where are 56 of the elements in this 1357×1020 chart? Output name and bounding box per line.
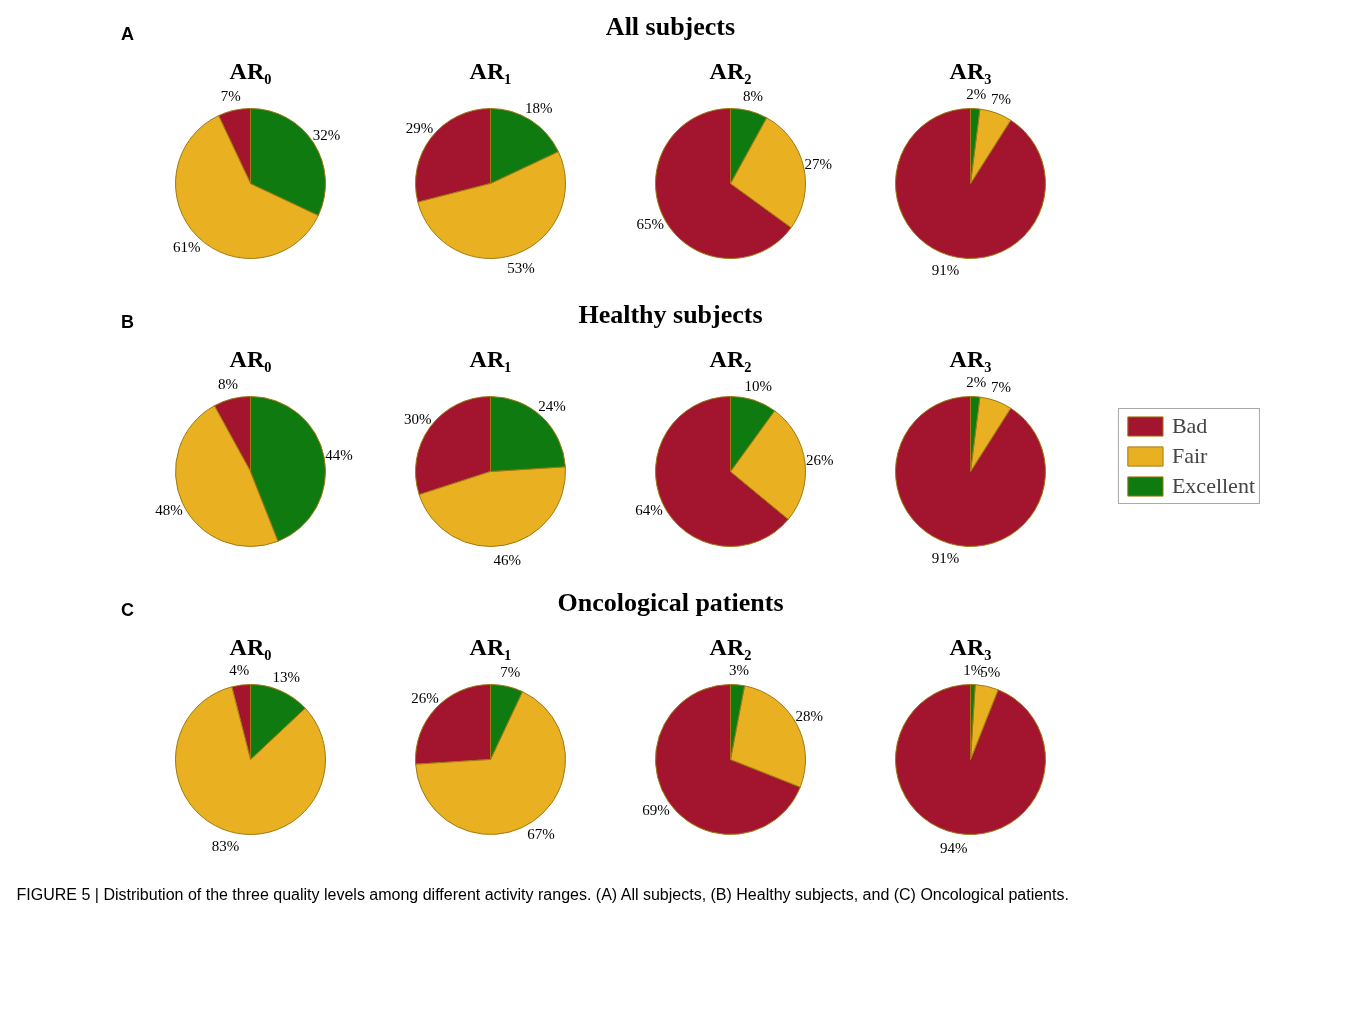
caption: FIGURE 5 | Distribution of the three quality levels among different activity ranges. (A) All subjects, (B) Healthy subjects, and (C) Oncological patients.: [16, 886, 1069, 903]
data-label: 61%: [173, 239, 201, 256]
chart-title: AR₂: [709, 346, 752, 372]
text: All subjects: [605, 12, 736, 42]
chart-title: AR₀: [229, 346, 272, 372]
data-label: 30%: [403, 410, 432, 427]
data-label: 32%: [312, 127, 341, 144]
text: Healthy subjects: [578, 300, 763, 330]
data-label: 13%: [272, 668, 300, 685]
data-label: 29%: [405, 120, 434, 137]
text: A: [121, 24, 135, 45]
data-label: 91%: [931, 261, 960, 278]
data-label: 26%: [806, 452, 834, 469]
data-label: 7%: [220, 87, 241, 104]
text: Oncological patients: [557, 588, 784, 618]
chart-title: AR₂: [709, 634, 752, 660]
data-label: 27%: [804, 155, 833, 172]
data-label: 69%: [642, 802, 670, 819]
data-label: 91%: [931, 549, 960, 566]
chart-title: AR₁: [469, 634, 512, 660]
data-label: 3%: [728, 661, 749, 678]
data-label: 26%: [411, 689, 439, 706]
data-label: 8%: [742, 88, 763, 105]
text: B: [121, 312, 135, 333]
data-label: 46%: [493, 551, 522, 568]
data-label: 2%: [966, 373, 987, 390]
text: C: [121, 600, 135, 621]
data-label: 4%: [229, 662, 250, 679]
chart-title: AR₀: [229, 58, 272, 84]
data-label: 7%: [990, 90, 1011, 107]
legend-label: Fair: [1171, 443, 1208, 469]
data-label: 2%: [966, 85, 987, 102]
data-label: 18%: [524, 99, 553, 116]
data-label: 7%: [500, 663, 521, 680]
chart-title: AR₃: [949, 346, 992, 372]
data-label: 10%: [744, 377, 773, 394]
chart-title: AR₃: [949, 634, 992, 660]
chart-title: AR₂: [709, 58, 752, 84]
data-label: 67%: [527, 825, 555, 842]
data-label: 94%: [939, 839, 968, 856]
chart-title: AR₁: [469, 346, 512, 372]
legend-label: Excellent: [1171, 473, 1255, 499]
data-label: 64%: [635, 501, 663, 518]
chart-title: AR₃: [949, 58, 992, 84]
chart-title: AR₁: [469, 58, 512, 84]
data-label: 7%: [990, 378, 1011, 395]
chart-title: AR₀: [229, 634, 272, 660]
data-label: 44%: [325, 446, 353, 463]
data-label: 48%: [155, 501, 183, 518]
data-label: 8%: [218, 376, 239, 393]
data-label: 24%: [538, 397, 566, 414]
legend-label: Bad: [1171, 413, 1208, 439]
data-label: 65%: [636, 216, 665, 233]
data-label: 53%: [507, 260, 535, 277]
data-label: 28%: [795, 708, 824, 725]
data-label: 83%: [211, 837, 240, 854]
